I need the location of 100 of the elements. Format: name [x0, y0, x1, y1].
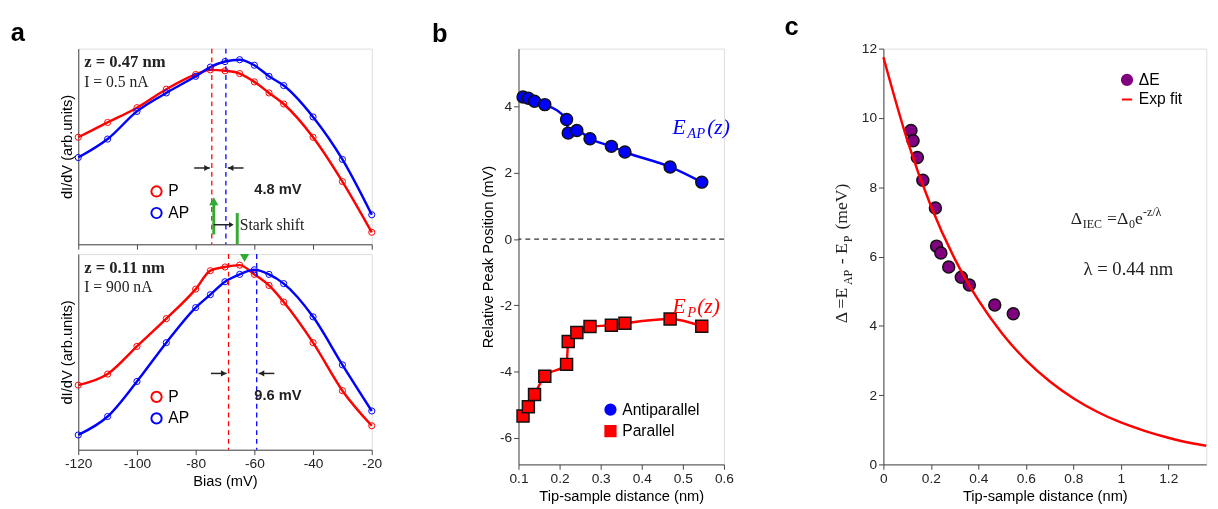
point	[206, 291, 214, 299]
annotation: 4.8 mV	[254, 181, 302, 198]
point	[338, 177, 346, 186]
point	[104, 135, 112, 143]
y-tick-label: 4	[869, 318, 878, 334]
annotation: z = 0.47 nm	[84, 52, 166, 72]
point	[309, 339, 317, 347]
x-axis-title: Tip-sample distance (nm)	[962, 488, 1128, 505]
point	[604, 139, 619, 154]
point	[133, 377, 141, 386]
point	[368, 211, 376, 219]
x-tick-label: 0.2	[550, 470, 570, 486]
legend-label: AP	[168, 203, 190, 221]
x-tick-label: -60	[244, 455, 266, 471]
y-tick-label: 2	[504, 165, 513, 181]
y-tick-label: 12	[861, 41, 878, 57]
point	[250, 61, 258, 69]
point	[206, 267, 214, 275]
point	[104, 412, 112, 421]
point	[934, 246, 948, 260]
y-tick-label: 2	[869, 387, 878, 403]
point	[583, 319, 597, 334]
point	[280, 280, 288, 288]
point	[338, 361, 346, 369]
point	[538, 369, 552, 384]
point	[338, 155, 346, 163]
point	[521, 400, 536, 414]
legend-label: Parallel	[622, 422, 675, 440]
point	[309, 133, 317, 141]
x-tick-label: 1.2	[1159, 470, 1179, 486]
point	[368, 228, 376, 236]
x-axis-title: Bias (mV)	[193, 473, 258, 490]
point	[338, 387, 346, 395]
point	[250, 270, 258, 278]
point	[570, 325, 584, 340]
point	[280, 100, 288, 108]
point	[221, 278, 229, 286]
point	[265, 89, 273, 97]
point	[368, 407, 376, 415]
y-axis-title: dI/dV (arb.units)	[58, 94, 75, 200]
point	[162, 339, 170, 347]
point	[604, 318, 619, 332]
point	[280, 81, 288, 90]
legend-label: Antiparallel	[622, 400, 700, 418]
x-tick-label: 0.1	[509, 470, 529, 486]
annotation: 9.6 mV	[254, 386, 302, 403]
point	[280, 298, 288, 306]
chart-title: b	[431, 18, 448, 47]
point	[695, 175, 709, 189]
point	[133, 342, 141, 350]
point	[74, 153, 82, 162]
legend-label: ΔE	[1138, 70, 1160, 88]
x-tick-label: 0.5	[673, 470, 694, 486]
y-tick-label: 0	[504, 231, 513, 247]
x-tick-label: -100	[123, 455, 152, 471]
point	[265, 270, 273, 278]
point	[265, 72, 273, 80]
point	[368, 422, 376, 430]
legend-label: P	[168, 387, 179, 405]
y-tick-label: 6	[869, 248, 878, 264]
point	[527, 94, 542, 109]
point	[538, 97, 552, 112]
point	[250, 266, 258, 274]
point	[561, 334, 575, 349]
point	[162, 85, 170, 93]
x-tick-label: 0.8	[1064, 470, 1084, 486]
point	[618, 316, 632, 331]
line-series	[882, 56, 1208, 447]
y-tick-label: -4	[499, 364, 513, 380]
point	[192, 304, 200, 312]
x-tick-label: 0	[880, 470, 889, 486]
x-tick-label: 0.2	[921, 470, 941, 486]
x-tick-label: 0.6	[1016, 470, 1037, 486]
point	[236, 56, 244, 64]
point	[559, 112, 574, 127]
x-tick-label: -40	[303, 455, 324, 471]
point	[695, 319, 709, 333]
point	[74, 431, 82, 439]
point	[309, 113, 317, 121]
legend-label: AP	[168, 409, 190, 427]
y-tick-label: 4	[504, 99, 513, 115]
y-axis-title: Relative Peak Position (mV)	[480, 165, 497, 349]
point	[221, 67, 229, 75]
annotation: Stark shift	[239, 215, 306, 233]
legend-label: P	[168, 182, 179, 200]
x-tick-label: -20	[362, 455, 383, 471]
point	[236, 261, 244, 269]
legend-label: Exp fit	[1138, 90, 1183, 108]
annotation: z = 0.11 nm	[84, 257, 165, 277]
point	[941, 260, 956, 274]
y-axis-title: dI/dV (arb.units)	[58, 300, 75, 405]
point	[663, 312, 677, 326]
y-tick-label: 10	[861, 110, 878, 126]
annotation: I = 900 nA	[84, 278, 154, 296]
point	[104, 118, 112, 127]
point	[583, 132, 597, 146]
point	[265, 281, 273, 290]
chart-title: c	[784, 11, 799, 40]
point	[74, 381, 82, 389]
point	[104, 370, 112, 378]
